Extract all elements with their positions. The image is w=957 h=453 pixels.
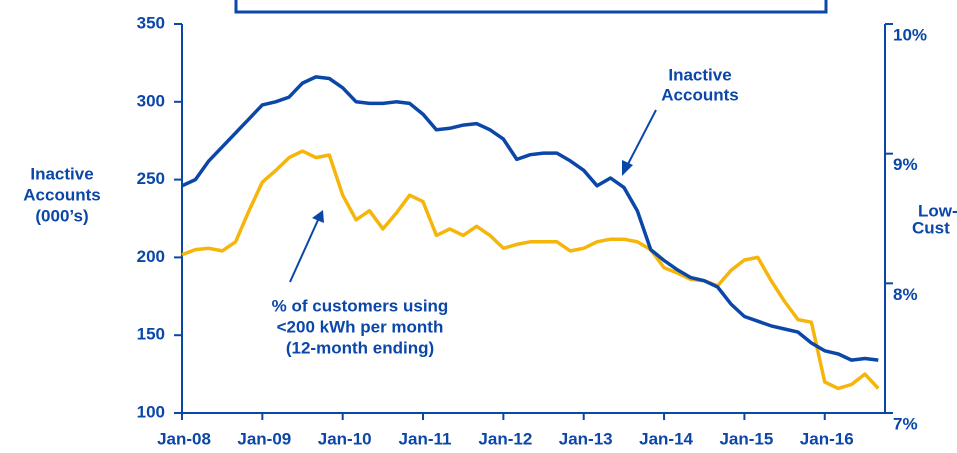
y2-tick-label: 10% — [893, 25, 927, 44]
x-tick-label: Jan-11 — [399, 429, 452, 448]
annotation-arrow — [626, 109, 657, 167]
x-tick-label: Jan-08 — [157, 429, 211, 448]
y2-tick-label: 9% — [893, 155, 918, 174]
y-tick-label: 250 — [137, 169, 165, 188]
y-tick-label: 200 — [137, 247, 165, 266]
x-tick-label: Jan-10 — [318, 429, 372, 448]
y-tick-label: 350 — [137, 13, 165, 32]
x-tick-label: Jan-13 — [559, 429, 613, 448]
y-tick-label: 150 — [137, 325, 165, 344]
y2-tick-label: 7% — [893, 414, 918, 433]
arrow-head — [312, 210, 324, 223]
annotation: <200 kWh per month — [277, 317, 444, 336]
annotation-arrow — [289, 219, 319, 283]
y2-axis-label: Cust — [912, 218, 950, 237]
x-tick-label: Jan-12 — [478, 429, 532, 448]
annotation: Inactive — [668, 65, 731, 84]
y-axis-label: (000’s) — [35, 206, 88, 225]
annotation: (12-month ending) — [286, 338, 434, 357]
line-series — [181, 75, 879, 362]
y-axis-label: Accounts — [23, 185, 100, 204]
line-series — [181, 149, 880, 391]
x-tick-label: Jan-14 — [639, 429, 693, 448]
x-tick-label: Jan-09 — [237, 429, 291, 448]
y-tick-label: 100 — [137, 402, 165, 421]
annotation: % of customers using — [272, 296, 449, 315]
y2-tick-label: 8% — [893, 285, 918, 304]
x-tick-label: Jan-16 — [800, 429, 854, 448]
y-axis-label: Inactive — [30, 164, 93, 183]
x-tick-label: Jan-15 — [719, 429, 773, 448]
y2-axis-label: Low- — [918, 201, 957, 220]
y-tick-label: 300 — [137, 91, 165, 110]
title-box — [234, 0, 828, 14]
arrow-head — [622, 160, 633, 176]
annotation: Accounts — [661, 85, 738, 104]
